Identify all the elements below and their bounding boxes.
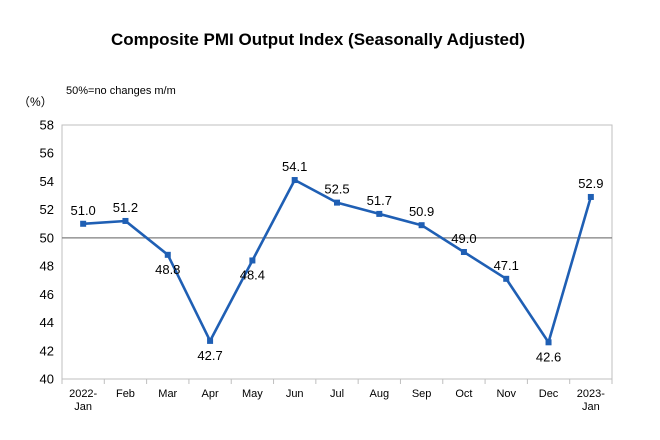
data-labels: 51.0 51.2 48.8 42.7 48.4 54.1 52.5 51.7 50.9 49.0… — [70, 159, 603, 364]
y-tick-label: 42 — [40, 343, 54, 358]
y-tick-label: 40 — [40, 372, 54, 387]
y-tick-label: 46 — [40, 287, 54, 302]
data-point — [587, 193, 594, 200]
data-label: 42.7 — [197, 348, 222, 363]
data-label: 51.0 — [70, 203, 95, 218]
data-label: 54.1 — [282, 159, 307, 174]
x-axis: 2022-Jan Feb Mar Apr May Jun Jul Aug Sep Oct Nov De… — [61, 379, 613, 413]
x-tick-label: Aug — [370, 388, 390, 400]
x-tick-label: Oct — [455, 388, 472, 400]
x-tick-label: May — [242, 388, 263, 400]
y-tick-label: 56 — [40, 146, 54, 161]
y-tick-label: 58 — [40, 118, 54, 133]
y-unit-label: （%） — [18, 95, 53, 109]
data-point — [418, 222, 425, 229]
x-tick-label: Jul — [330, 388, 344, 400]
data-point — [291, 177, 298, 184]
x-tick-label: Jun — [286, 388, 304, 400]
data-label: 48.4 — [240, 267, 265, 282]
x-tick-label: Dec — [539, 388, 559, 400]
x-tick-label: Apr — [202, 388, 219, 400]
plot-frame — [61, 124, 613, 380]
data-point — [376, 210, 383, 217]
data-label: 52.9 — [578, 176, 603, 191]
data-point — [334, 199, 340, 206]
x-tick-label: 2022-Jan — [69, 388, 97, 413]
x-tick-label: 2023-Jan — [577, 388, 605, 413]
x-tick-label: Nov — [496, 388, 516, 400]
data-label: 49.0 — [451, 231, 476, 246]
data-point — [80, 220, 87, 227]
data-point — [164, 251, 171, 258]
data-point — [460, 249, 467, 255]
y-tick-label: 44 — [40, 315, 54, 330]
data-label: 50.9 — [409, 204, 434, 219]
data-point — [503, 275, 510, 282]
x-tick-label: Feb — [116, 388, 135, 400]
chart-title: Composite PMI Output Index (Seasonally A… — [111, 30, 525, 49]
data-label: 51.2 — [113, 200, 138, 215]
y-tick-label: 50 — [40, 230, 54, 245]
data-point — [249, 257, 256, 264]
y-tick-label: 48 — [40, 259, 54, 274]
y-tick-label: 54 — [40, 174, 54, 189]
chart-annotation: 50%=no changes m/m — [66, 85, 176, 97]
x-tick-label: Mar — [158, 388, 177, 400]
data-label: 51.7 — [367, 193, 392, 208]
y-tick-label: 52 — [40, 202, 54, 217]
data-points — [80, 177, 594, 346]
data-label: 47.1 — [494, 258, 519, 273]
data-point — [207, 337, 214, 344]
x-tick-label: Sep — [412, 388, 432, 400]
data-label: 42.6 — [536, 349, 561, 364]
data-point — [122, 217, 129, 224]
data-label: 48.8 — [155, 262, 180, 277]
y-axis: 40 42 44 46 48 50 52 54 56 58 — [40, 118, 54, 387]
data-point — [545, 339, 552, 346]
data-label: 52.5 — [324, 182, 349, 197]
